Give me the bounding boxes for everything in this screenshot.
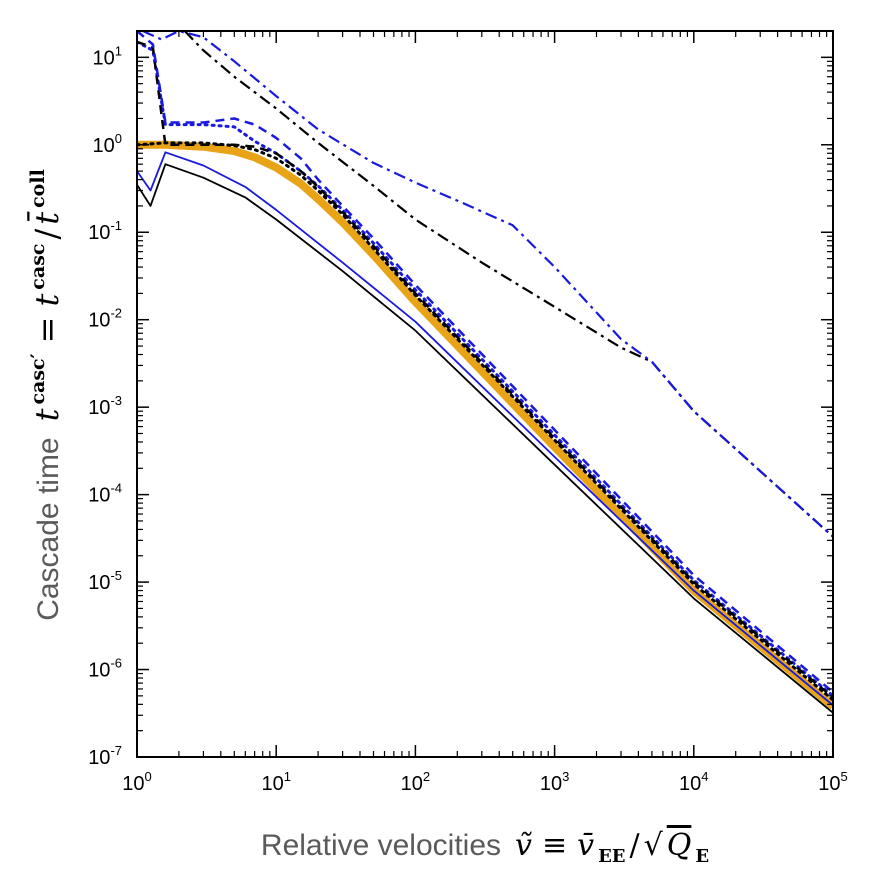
y-axis-math-eq: =	[28, 317, 66, 344]
series-blue-dotted	[137, 40, 833, 698]
x-tick-label: 103	[540, 769, 569, 795]
y-tick-base: 10	[93, 47, 115, 69]
y-tick-base: 10	[88, 222, 110, 244]
series-black-dotted	[137, 141, 833, 702]
y-axis-label-text: Cascade time	[32, 437, 65, 620]
series-layer	[137, 31, 833, 714]
series-black-dashdot	[183, 31, 833, 538]
x-tick-label: 101	[261, 769, 290, 795]
y-tick-label: 10-3	[88, 393, 122, 419]
y-tick-label: 10-6	[88, 656, 122, 682]
y-tick-exp: -1	[110, 218, 122, 233]
x-axis-label: Relative velocities ṽ ≡ v̄ EE / √ Q E	[261, 828, 709, 867]
y-tick-label: 101	[93, 43, 122, 69]
x-axis-math-sqrt: √	[644, 828, 664, 863]
x-tick-base: 10	[401, 773, 423, 795]
x-axis-label-text: Relative velocities	[261, 829, 501, 862]
ticks-layer: 100 101 102 103 104 10510-710-610-510-410-310…	[88, 30, 848, 795]
x-tick-exp: 2	[423, 769, 430, 784]
x-tick-exp: 3	[562, 769, 569, 784]
series-blue-dashed	[137, 31, 833, 694]
y-tick-base: 10	[88, 485, 110, 507]
x-tick-label: 102	[401, 769, 430, 795]
x-axis-math-q: Q	[667, 828, 692, 863]
y-tick-label: 10-4	[88, 481, 122, 507]
x-axis-math-vbar-sub: EE	[598, 846, 625, 867]
y-tick-exp: -5	[110, 568, 122, 583]
x-axis-math-slash: /	[630, 828, 641, 863]
x-tick-base: 10	[261, 773, 283, 795]
y-tick-label: 10-7	[88, 743, 122, 769]
y-tick-exp: -3	[110, 393, 122, 408]
y-axis-math-t2: t	[28, 294, 66, 307]
y-tick-base: 10	[88, 397, 110, 419]
y-tick-label: 10-2	[88, 306, 122, 332]
x-axis-math-vtilde: ṽ	[515, 828, 532, 863]
x-axis-math-equiv: ≡	[542, 828, 567, 863]
y-tick-label: 100	[93, 131, 122, 157]
y-tick-exp: -4	[110, 481, 122, 496]
x-tick-base: 10	[679, 773, 701, 795]
x-tick-base: 10	[818, 773, 840, 795]
y-tick-base: 10	[93, 135, 115, 157]
x-tick-label: 104	[679, 769, 708, 795]
x-axis-math-q-sub: E	[695, 846, 709, 867]
x-tick-exp: 4	[701, 769, 708, 784]
series-orange-thick	[137, 140, 833, 710]
y-tick-exp: 0	[115, 131, 122, 146]
x-tick-exp: 1	[284, 769, 291, 784]
y-axis-math-tbar: t̄	[27, 211, 66, 225]
x-tick-exp: 0	[145, 769, 152, 784]
y-axis-math-t: t	[28, 408, 66, 421]
x-tick-label: 100	[122, 769, 151, 795]
x-tick-label: 105	[818, 769, 847, 795]
y-tick-base: 10	[88, 310, 110, 332]
x-axis-math-vbar: v̄	[577, 828, 594, 863]
y-axis-label: Cascade time t casc′ = t casc / t̄ coll	[27, 169, 66, 621]
y-tick-base: 10	[88, 572, 110, 594]
x-tick-base: 10	[122, 773, 144, 795]
y-tick-label: 10-1	[88, 218, 122, 244]
y-tick-base: 10	[88, 747, 110, 769]
y-axis-math-slash: /	[28, 229, 66, 240]
series-black-thin	[137, 163, 833, 714]
y-tick-exp: 1	[115, 43, 122, 58]
y-tick-label: 10-5	[88, 568, 122, 594]
x-tick-exp: 5	[841, 769, 848, 784]
y-tick-exp: -6	[110, 656, 122, 671]
y-axis-math-t2-sup: casc	[27, 244, 49, 290]
series-blue-dashdot	[142, 31, 833, 538]
x-tick-base: 10	[540, 773, 562, 795]
plot-frame	[136, 30, 834, 758]
y-axis-math-t-sup: casc′	[27, 353, 49, 404]
series-blue-thin	[137, 151, 833, 706]
y-tick-exp: -7	[110, 743, 122, 758]
y-tick-base: 10	[88, 660, 110, 682]
y-tick-exp: -2	[110, 306, 122, 321]
y-axis-math-tbar-sup: coll	[27, 169, 49, 208]
series-black-dashed	[137, 40, 833, 699]
